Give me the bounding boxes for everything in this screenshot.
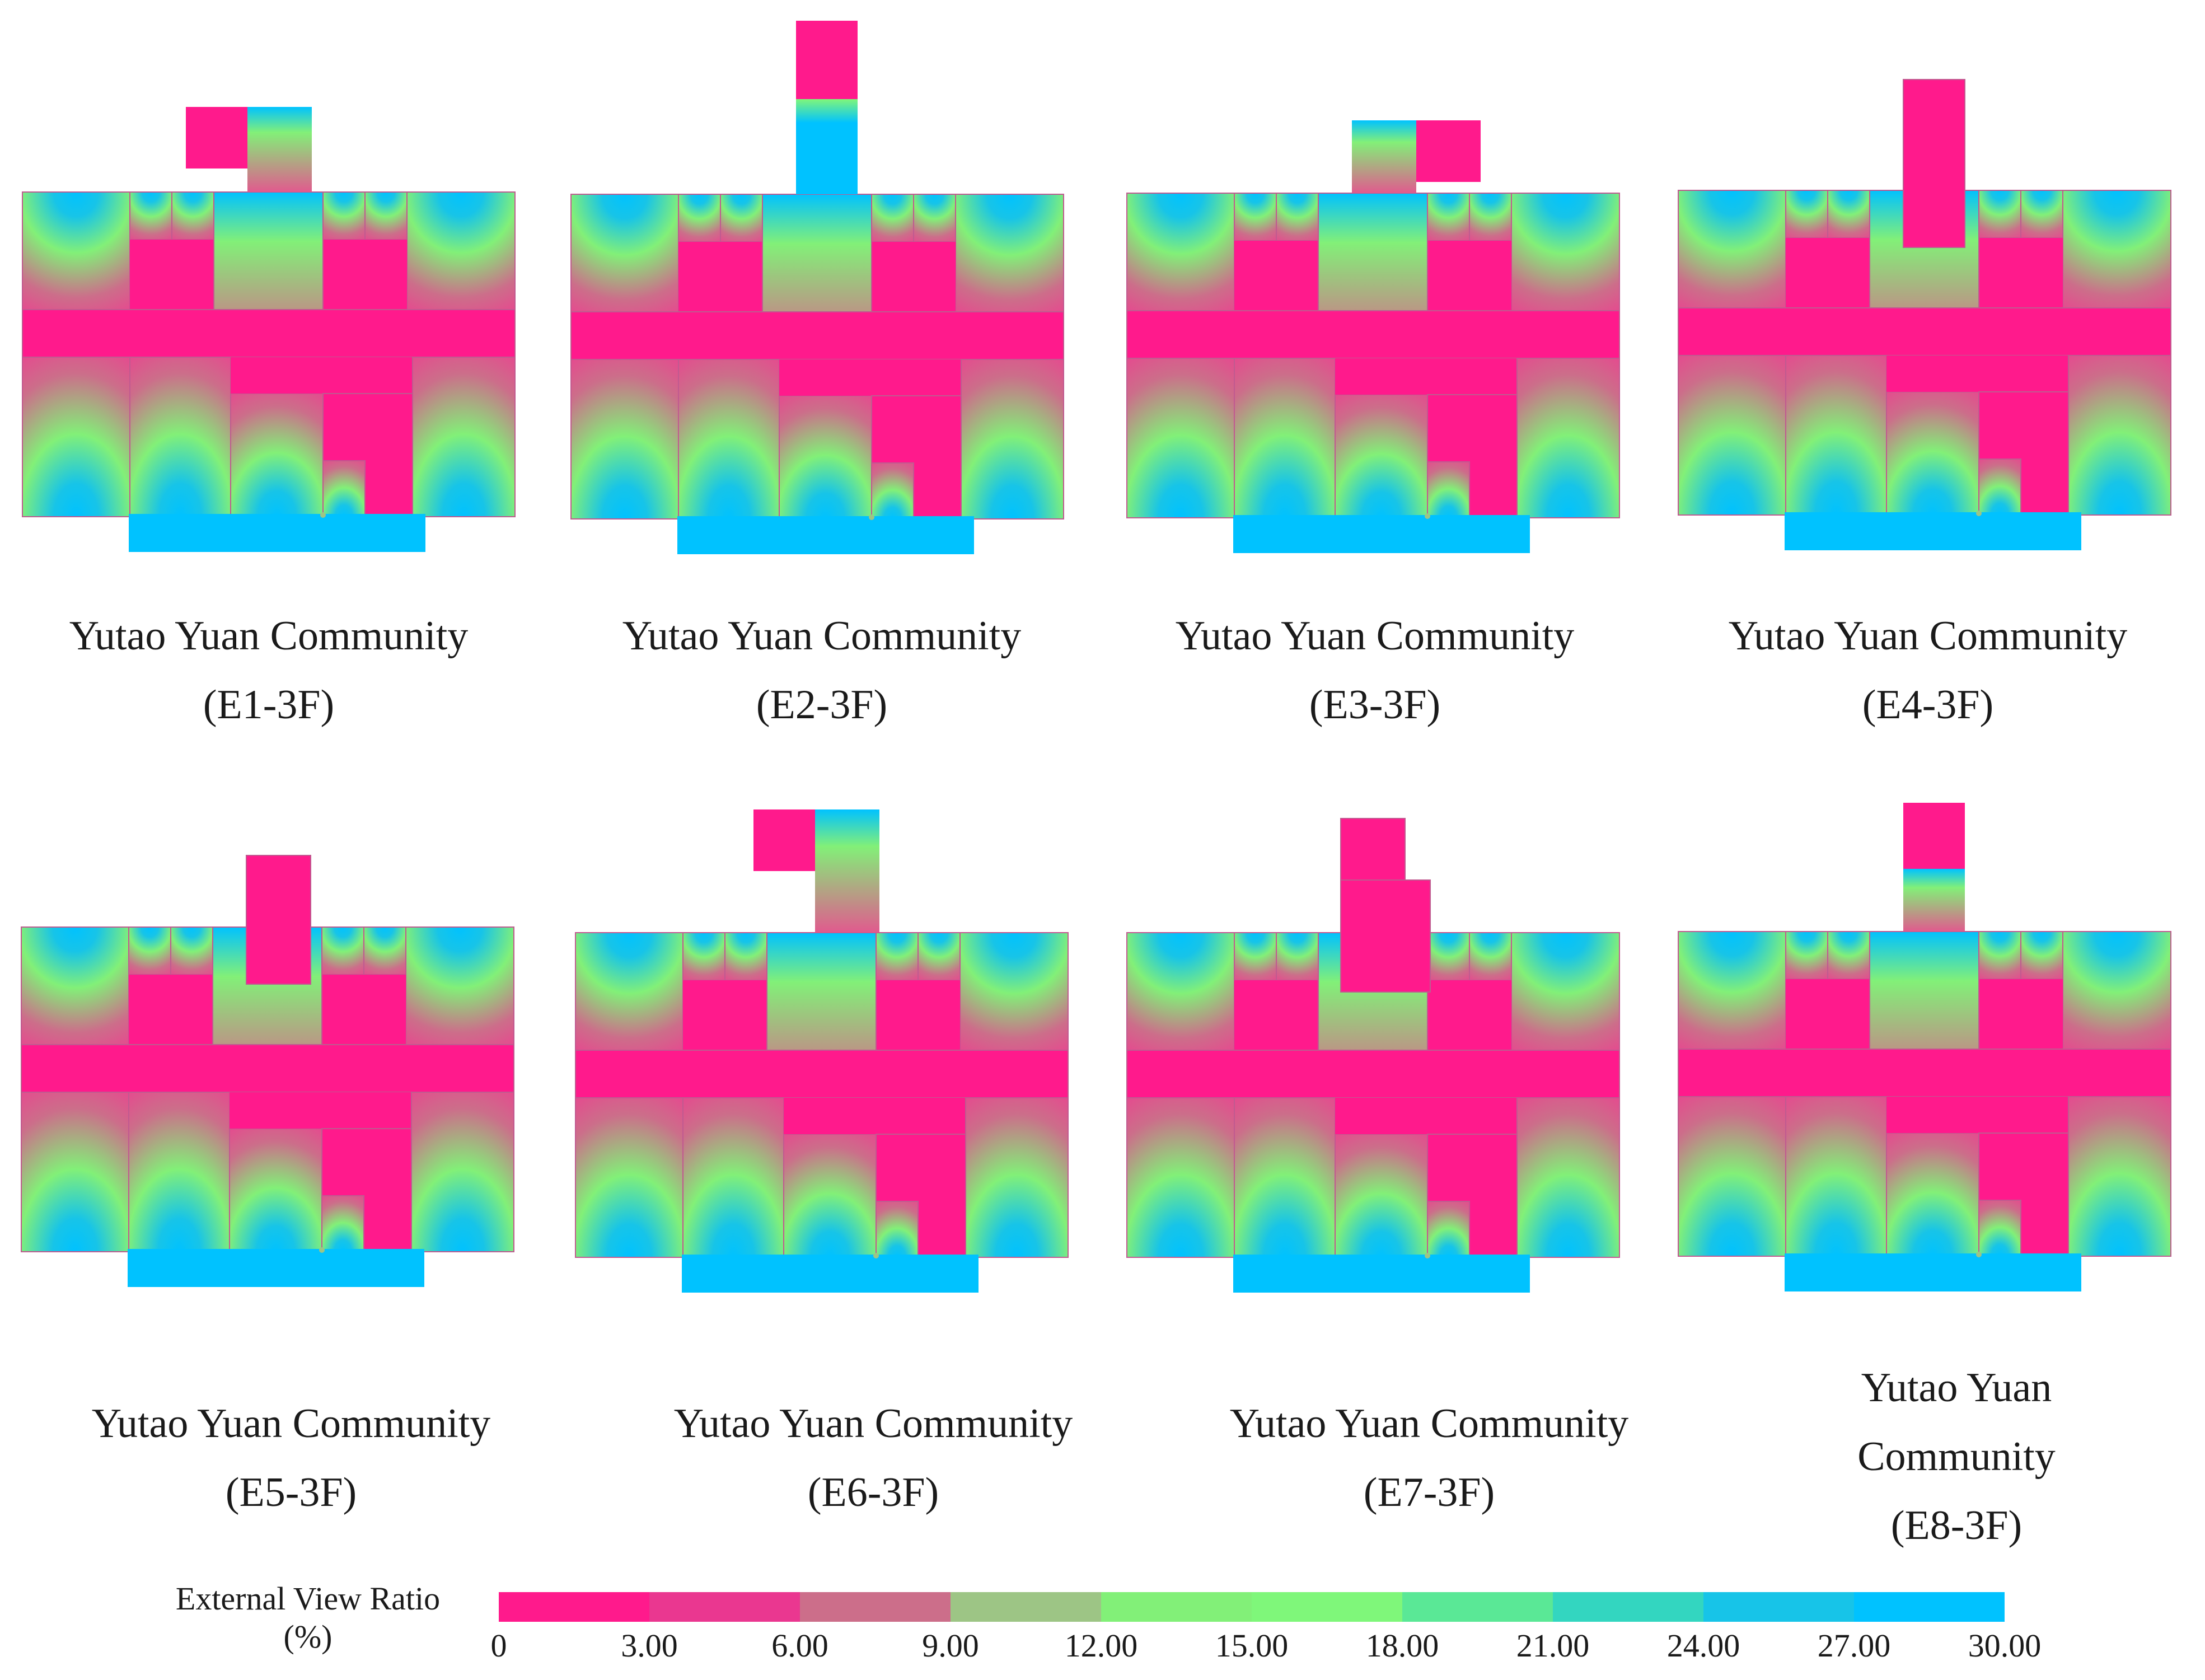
plan-E4	[1678, 79, 2171, 551]
plan-E3	[1126, 120, 1620, 554]
caption-E3: Yutao Yuan Community (E3-3F)	[1129, 602, 1621, 740]
legend-color-bar	[499, 1592, 2005, 1622]
caption-subtitle: (E7-3F)	[1363, 1470, 1495, 1515]
legend-tick-label: 9.00	[922, 1627, 979, 1664]
caption-title: Yutao Yuan Community	[69, 613, 469, 659]
plan-E7	[1126, 818, 1620, 1293]
legend-segment	[499, 1592, 649, 1622]
plan-E5	[21, 855, 514, 1288]
legend-segment	[1703, 1592, 1854, 1622]
plan-E2	[570, 21, 1064, 555]
legend-segment	[1854, 1592, 2005, 1622]
caption-title: Yutao Yuan Community	[1175, 613, 1575, 659]
caption-E5: Yutao Yuan Community (E5-3F)	[45, 1389, 537, 1527]
caption-E8: Yutao Yuan Community (E8-3F)	[1763, 1354, 2150, 1560]
caption-title: Yutao Yuan Community	[622, 613, 1022, 659]
legend-title-line: External View Ratio	[175, 1580, 441, 1617]
legend-segment	[1553, 1592, 1703, 1622]
caption-subtitle: (E8-3F)	[1890, 1503, 2023, 1548]
legend-title: External View Ratio (%)	[140, 1580, 476, 1656]
plan-E1	[22, 107, 516, 553]
caption-subtitle: (E2-3F)	[756, 682, 888, 728]
caption-E4: Yutao Yuan Community (E4-3F)	[1682, 602, 2174, 740]
caption-subtitle: (E6-3F)	[807, 1470, 939, 1515]
caption-subtitle: (E1-3F)	[203, 682, 335, 728]
legend-tick-label: 21.00	[1516, 1627, 1590, 1664]
legend-tick-label: 27.00	[1817, 1627, 1891, 1664]
legend-segment	[800, 1592, 951, 1622]
legend-segment	[1402, 1592, 1553, 1622]
caption-E2: Yutao Yuan Community (E2-3F)	[575, 602, 1068, 740]
legend-segment	[649, 1592, 800, 1622]
legend-tick-label: 6.00	[771, 1627, 828, 1664]
caption-E6: Yutao Yuan Community (E6-3F)	[627, 1389, 1120, 1527]
caption-subtitle: (E5-3F)	[225, 1470, 357, 1515]
caption-subtitle: (E3-3F)	[1309, 682, 1441, 728]
legend-segment	[1101, 1592, 1252, 1622]
legend-tick-label: 3.00	[621, 1627, 678, 1664]
plan-E6	[575, 809, 1069, 1293]
legend-segment	[951, 1592, 1101, 1622]
legend-tick-label: 12.00	[1064, 1627, 1138, 1664]
plan-E8	[1678, 803, 2171, 1292]
caption-title: Yutao Yuan Community	[1229, 1401, 1629, 1447]
caption-title: Yutao Yuan Community	[91, 1401, 491, 1447]
legend-unit: (%)	[283, 1618, 333, 1655]
caption-title: Yutao Yuan	[1861, 1365, 2052, 1411]
legend-tick-label: 30.00	[1968, 1627, 2042, 1664]
caption-E7: Yutao Yuan Community (E7-3F)	[1183, 1389, 1675, 1527]
legend-tick-label: 15.00	[1215, 1627, 1289, 1664]
legend-tick-label: 0	[490, 1627, 507, 1664]
caption-title: Yutao Yuan Community	[673, 1401, 1073, 1447]
caption-E1: Yutao Yuan Community (E1-3F)	[22, 602, 515, 740]
caption-title: Yutao Yuan Community	[1728, 613, 2128, 659]
legend-segment	[1252, 1592, 1402, 1622]
legend-tick-label: 24.00	[1666, 1627, 1740, 1664]
caption-title-cont: Community	[1857, 1434, 2056, 1480]
legend-tick-label: 18.00	[1365, 1627, 1439, 1664]
caption-subtitle: (E4-3F)	[1862, 682, 1994, 728]
